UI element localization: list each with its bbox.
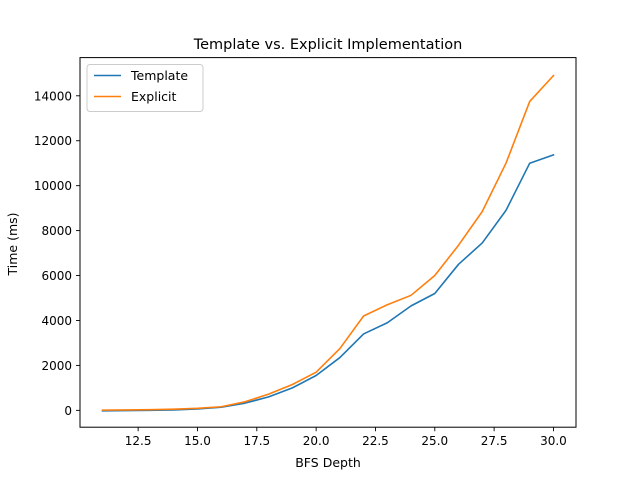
x-tick-label: 30.0 — [540, 434, 567, 448]
y-axis: 0 2000 4000 6000 8000 10000 12000 14000 — [34, 89, 80, 418]
y-tick-label: 4000 — [41, 314, 72, 328]
legend-label-template: Template — [130, 68, 188, 83]
plot-frame — [79, 57, 577, 428]
x-tick-label: 15.0 — [184, 434, 211, 448]
y-tick-label: 8000 — [41, 224, 72, 238]
y-tick-label: 12000 — [34, 134, 72, 148]
series-line-explicit — [101, 74, 555, 411]
y-tick-label: 10000 — [34, 179, 72, 193]
x-tick-label: 17.5 — [243, 434, 270, 448]
x-tick-label: 22.5 — [362, 434, 389, 448]
y-tick-label: 0 — [64, 404, 72, 418]
x-tick-label: 12.5 — [125, 434, 152, 448]
x-tick-label: 20.0 — [303, 434, 330, 448]
y-tick-label: 2000 — [41, 359, 72, 373]
y-tick-label: 6000 — [41, 269, 72, 283]
y-tick-label: 14000 — [34, 89, 72, 103]
x-tick-label: 25.0 — [421, 434, 448, 448]
x-tick-label: 27.5 — [481, 434, 508, 448]
x-axis-label: BFS Depth — [295, 455, 361, 470]
y-axis-label: Time (ms) — [5, 212, 20, 276]
x-axis: 12.5 15.0 17.5 20.0 22.5 25.0 27.5 30.0 — [125, 427, 567, 448]
plot-area — [101, 74, 555, 412]
chart-title: Template vs. Explicit Implementation — [193, 37, 463, 53]
legend-label-explicit: Explicit — [131, 89, 177, 104]
legend: Template Explicit — [86, 64, 204, 112]
